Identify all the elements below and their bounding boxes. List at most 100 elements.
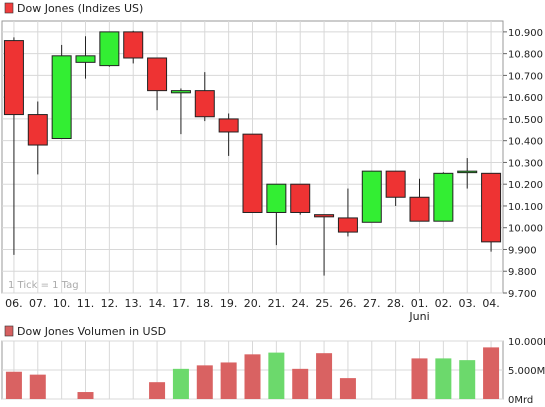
volume-legend-swatch (4, 325, 14, 337)
vol-y-tick-label: 10.000Mrd (508, 337, 545, 348)
candle (481, 172, 502, 252)
x-tick-label: 17. (172, 297, 190, 310)
y-tick-label: 10.500 (508, 115, 543, 126)
candle (123, 30, 144, 64)
candle-body (290, 183, 311, 213)
candle-body (457, 170, 478, 174)
x-tick-label: 11. (77, 297, 95, 310)
candle-body (75, 55, 96, 63)
candle-body (361, 170, 382, 223)
x-tick-label: 07. (29, 297, 47, 310)
volume-bar (29, 374, 46, 399)
y-tick-label: 10.300 (508, 158, 543, 169)
y-tick-label: 10.700 (508, 71, 543, 82)
candle-body (27, 114, 48, 146)
x-tick-label: 19. (220, 297, 238, 310)
x-tick-label: 06. (5, 297, 23, 310)
x-tick-label: 10. (53, 297, 71, 310)
candle-body (147, 57, 168, 92)
candle-body (481, 172, 502, 243)
volume-bar (196, 365, 213, 399)
candle-body (51, 55, 72, 140)
x-tick-label: 25. (315, 297, 333, 310)
candle (3, 37, 24, 255)
candle (27, 101, 48, 175)
candle (314, 214, 335, 276)
candle (194, 72, 215, 122)
y-tick-label: 9.700 (508, 289, 537, 300)
x-tick-label: 13. (124, 297, 142, 310)
candle (337, 188, 358, 237)
volume-y-axis: 10.000Mrd 5.000Mrd 0Mrd (508, 337, 545, 406)
candle (433, 172, 454, 222)
volume-bar (149, 382, 166, 399)
candle (409, 178, 430, 222)
x-tick-label: 18. (196, 297, 214, 310)
volume-bars (5, 347, 500, 399)
x-tick-label: 20. (244, 297, 262, 310)
volume-bar (268, 352, 285, 399)
candle-body (337, 217, 358, 233)
candlestick-series (3, 30, 502, 276)
vol-y-tick-label: 0Mrd (508, 395, 533, 406)
candle-body (409, 196, 430, 222)
volume-bar (77, 392, 94, 399)
candle-body (385, 170, 406, 198)
candle (99, 31, 120, 67)
y-tick-label: 10.200 (508, 180, 543, 191)
volume-bar (5, 371, 22, 399)
y-tick-label: 10.400 (508, 137, 543, 148)
x-tick-label: 27. (363, 297, 381, 310)
x-tick-label: 26. (339, 297, 357, 310)
candle (75, 36, 96, 79)
x-tick-label: 02. (435, 297, 453, 310)
y-tick-label: 10.100 (508, 202, 543, 213)
candle-body (123, 31, 144, 59)
candle-body (242, 133, 263, 213)
volume-bar (292, 368, 309, 399)
candle-body (170, 90, 191, 94)
candle-body (433, 172, 454, 222)
candle (266, 183, 287, 246)
y-tick-label: 9.900 (508, 245, 537, 256)
x-tick-label: 01. (411, 297, 429, 310)
x-tick-label: 12. (101, 297, 119, 310)
y-tick-label: 10.600 (508, 93, 543, 104)
candle-body (266, 183, 287, 213)
candle (218, 113, 239, 156)
candle-body (194, 90, 215, 118)
x-tick-label: 04. (482, 297, 500, 310)
main-y-axis: 10.900 10.800 10.700 10.600 10.500 10.400 10.3… (503, 28, 543, 300)
candle (170, 88, 191, 135)
x-tick-label: 24. (291, 297, 309, 310)
x-tick-label: 21. (268, 297, 286, 310)
candle (242, 133, 263, 213)
candle (361, 170, 382, 223)
tick-note: 1 Tick = 1 Tag (8, 280, 79, 291)
volume-bar (411, 358, 428, 399)
candle (385, 170, 406, 206)
x-tick-label: 03. (458, 297, 476, 310)
x-axis-labels: 06. 07. 10. 11. 12. 13. 14. 17. 18. 19. 20. 21. 24. 2… (5, 297, 500, 323)
main-legend-swatch (4, 2, 14, 14)
candle-body (99, 31, 120, 67)
y-tick-label: 10.000 (508, 224, 543, 235)
volume-bar (244, 354, 261, 399)
candle (457, 158, 478, 189)
volume-bar (435, 358, 452, 399)
candle-body (218, 118, 239, 133)
y-tick-label: 9.800 (508, 267, 537, 278)
volume-bar (316, 353, 333, 399)
volume-bar (483, 347, 500, 399)
candle (290, 183, 311, 215)
main-legend-label: Dow Jones (Indizes US) (17, 2, 143, 15)
candle-body (314, 214, 335, 218)
volume-bar (172, 368, 189, 399)
candle (147, 57, 168, 111)
month-label: Juni (408, 310, 429, 323)
x-tick-label: 28. (387, 297, 405, 310)
x-tick-label: 14. (148, 297, 166, 310)
candle (51, 44, 72, 140)
volume-legend-label: Dow Jones Volumen in USD (17, 325, 166, 338)
